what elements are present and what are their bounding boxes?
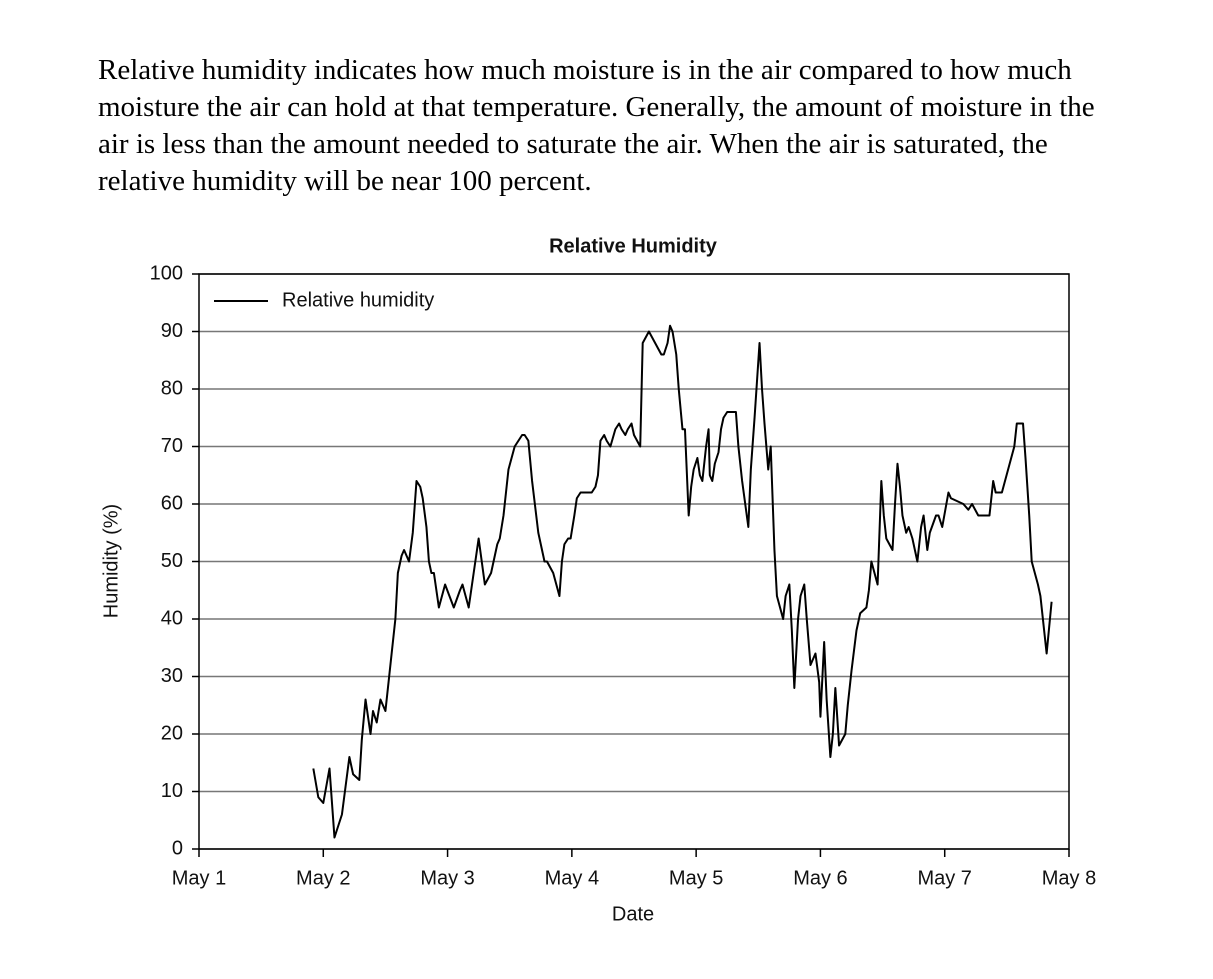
y-tick-label: 10 (161, 780, 183, 802)
chart-title: Relative Humidity (549, 235, 718, 257)
y-tick-label: 20 (161, 722, 183, 744)
x-tick-label: May 3 (420, 867, 474, 889)
y-tick-label: 40 (161, 607, 183, 629)
paragraph: Relative humidity indicates how much moi… (98, 54, 1095, 197)
x-tick-label: May 6 (793, 867, 847, 889)
x-tick-label: May 1 (172, 867, 226, 889)
y-tick-label: 80 (161, 377, 183, 399)
y-axis-label: Humidity (%) (100, 504, 122, 618)
data-line (312, 324, 1053, 839)
y-tick-label: 50 (161, 550, 183, 572)
x-tick-label: May 2 (296, 867, 350, 889)
y-tick-label: 0 (172, 837, 183, 859)
y-tick-label: 90 (161, 320, 183, 342)
x-tick-label: May 7 (917, 867, 971, 889)
y-tick-label: 60 (161, 492, 183, 514)
y-tick-label: 100 (150, 262, 183, 284)
plot-frame (198, 273, 1070, 850)
x-tick-label: May 8 (1042, 867, 1096, 889)
x-axis-label: Date (612, 903, 654, 925)
legend-label: Relative humidity (282, 289, 434, 311)
x-tick-label: May 5 (669, 867, 723, 889)
x-tick-label: May 4 (545, 867, 599, 889)
y-tick-label: 70 (161, 435, 183, 457)
y-tick-label: 30 (161, 665, 183, 687)
